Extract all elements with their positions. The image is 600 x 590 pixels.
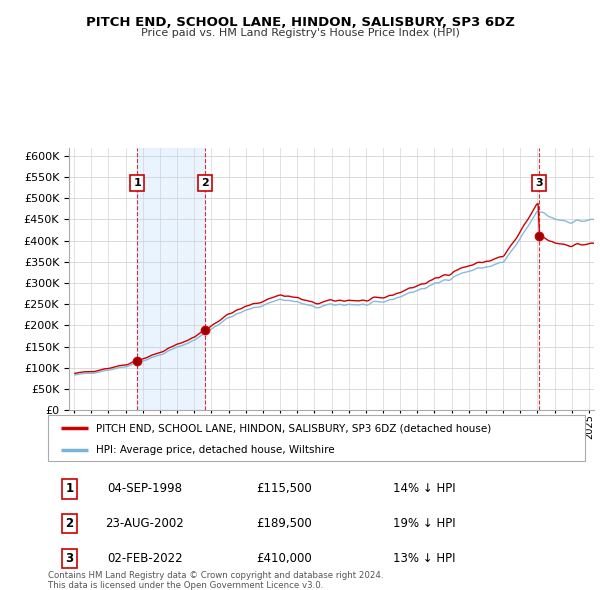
Text: 3: 3 xyxy=(65,552,74,565)
Text: 19% ↓ HPI: 19% ↓ HPI xyxy=(392,517,455,530)
Bar xyxy=(137,148,205,410)
FancyBboxPatch shape xyxy=(48,415,585,461)
Text: 2: 2 xyxy=(65,517,74,530)
Text: PITCH END, SCHOOL LANE, HINDON, SALISBURY, SP3 6DZ: PITCH END, SCHOOL LANE, HINDON, SALISBUR… xyxy=(86,16,514,29)
Text: 1: 1 xyxy=(65,482,74,495)
Text: £115,500: £115,500 xyxy=(256,482,312,495)
Text: £410,000: £410,000 xyxy=(256,552,312,565)
Text: 23-AUG-2002: 23-AUG-2002 xyxy=(105,517,184,530)
Text: 1: 1 xyxy=(133,178,141,188)
Text: £189,500: £189,500 xyxy=(256,517,312,530)
Text: Contains HM Land Registry data © Crown copyright and database right 2024.: Contains HM Land Registry data © Crown c… xyxy=(48,571,383,580)
Text: HPI: Average price, detached house, Wiltshire: HPI: Average price, detached house, Wilt… xyxy=(97,445,335,455)
Text: 02-FEB-2022: 02-FEB-2022 xyxy=(107,552,182,565)
Text: 04-SEP-1998: 04-SEP-1998 xyxy=(107,482,182,495)
Text: 14% ↓ HPI: 14% ↓ HPI xyxy=(392,482,455,495)
Text: 2: 2 xyxy=(202,178,209,188)
Text: This data is licensed under the Open Government Licence v3.0.: This data is licensed under the Open Gov… xyxy=(48,581,323,590)
Text: 3: 3 xyxy=(535,178,543,188)
Text: 13% ↓ HPI: 13% ↓ HPI xyxy=(392,552,455,565)
Text: Price paid vs. HM Land Registry's House Price Index (HPI): Price paid vs. HM Land Registry's House … xyxy=(140,28,460,38)
Text: PITCH END, SCHOOL LANE, HINDON, SALISBURY, SP3 6DZ (detached house): PITCH END, SCHOOL LANE, HINDON, SALISBUR… xyxy=(97,423,491,433)
